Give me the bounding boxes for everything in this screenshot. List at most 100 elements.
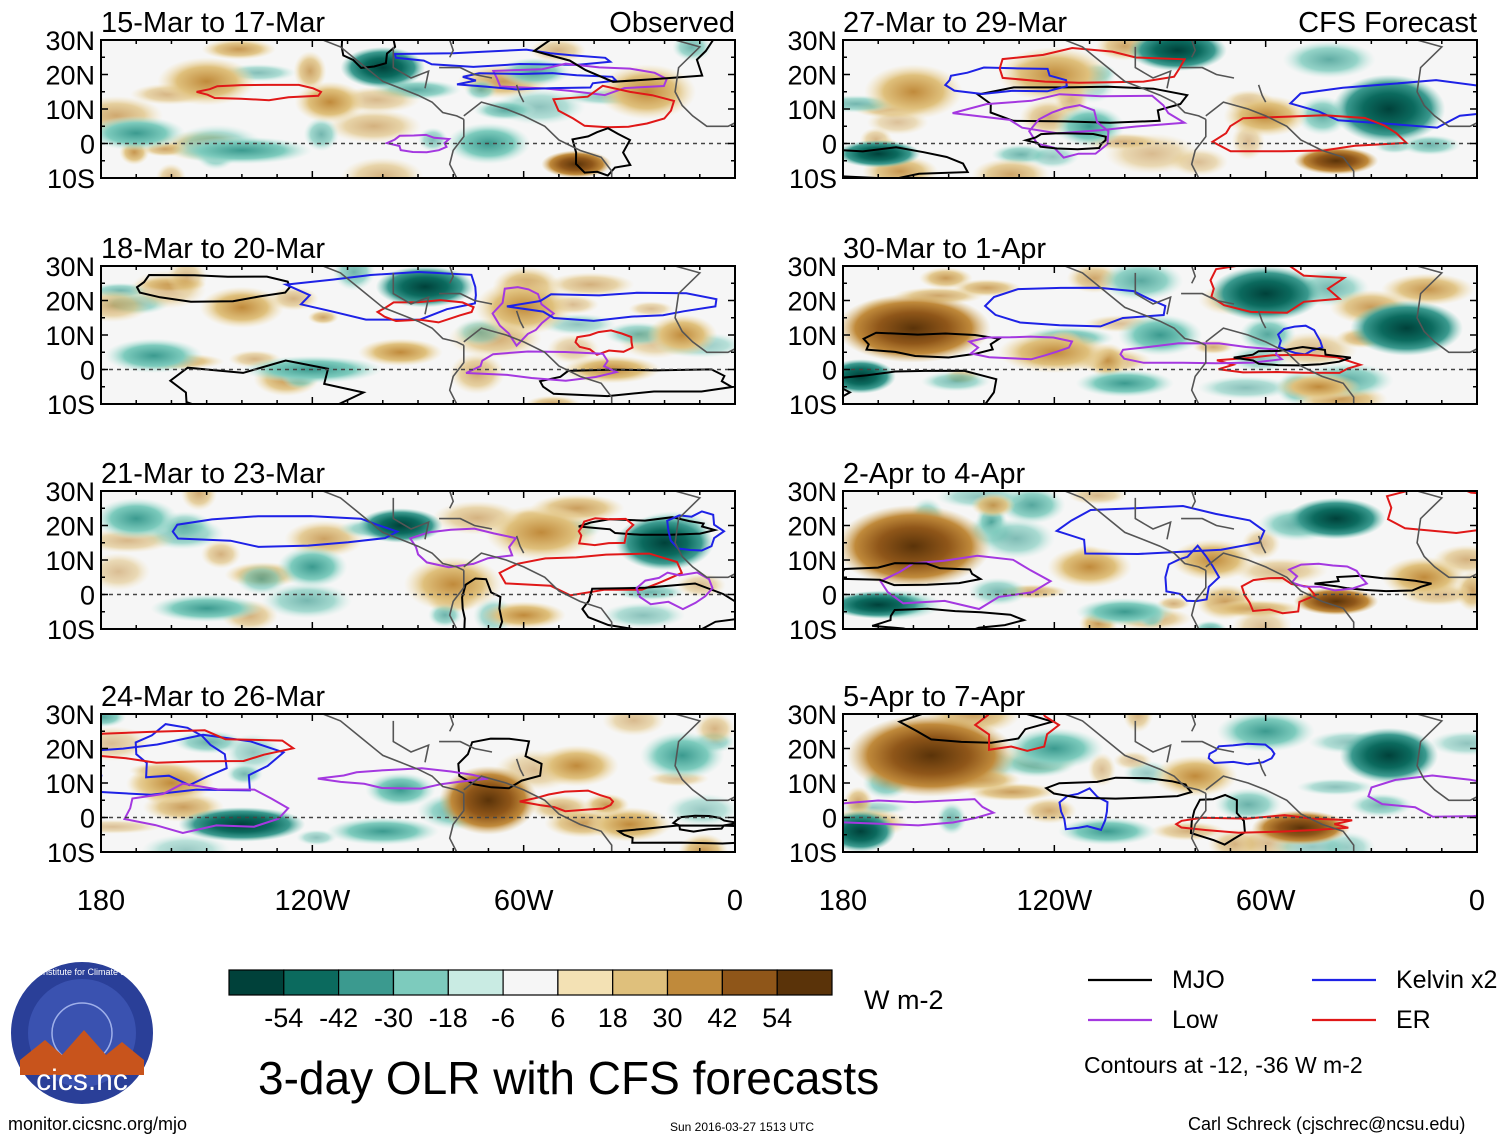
olr-anomaly-blob	[296, 829, 337, 846]
olr-anomaly-blob	[101, 714, 127, 728]
y-tick-label: 0	[822, 804, 837, 834]
olr-anomaly-blob	[1349, 793, 1414, 818]
olr-anomaly-blob	[341, 157, 424, 178]
y-tick-label: 10S	[789, 838, 837, 868]
contour-line	[1385, 491, 1477, 535]
x-tick-label: 60W	[1236, 885, 1296, 917]
coastline	[1134, 720, 1172, 763]
contour-line	[574, 329, 634, 356]
olr-anomaly-blob	[235, 563, 288, 595]
olr-anomaly-feature	[1293, 587, 1379, 616]
contour-line	[843, 798, 997, 827]
olr-anomaly-blob	[601, 602, 686, 629]
coastline	[515, 758, 525, 777]
olr-anomaly-blob	[101, 819, 162, 834]
colorbar-swatch	[283, 969, 340, 996]
contour-line	[861, 331, 1003, 359]
olr-anomaly-feature	[199, 286, 285, 329]
contour-line	[973, 714, 1061, 752]
coastline	[439, 292, 493, 305]
olr-anomaly-feature	[277, 546, 348, 588]
y-tick-label: 10N	[45, 546, 95, 576]
olr-anomaly-feature	[1152, 755, 1238, 797]
olr-anomaly-feature	[534, 745, 619, 787]
panel-type-label: Observed	[609, 7, 735, 39]
contour-line	[196, 83, 323, 102]
coastline	[1190, 40, 1197, 58]
contour-line	[1276, 324, 1324, 356]
olr-anomaly-blob	[920, 371, 991, 392]
olr-anomaly-feature	[843, 359, 896, 394]
coastline	[322, 491, 465, 572]
legend-label: Low	[1172, 1006, 1219, 1034]
contour-line	[134, 723, 228, 787]
y-tick-label: 10S	[47, 390, 95, 420]
coastline	[448, 491, 455, 509]
olr-anomaly-feature	[171, 136, 313, 165]
olr-anomaly-blob	[1282, 40, 1376, 79]
olr-anomaly-blob	[952, 279, 1022, 297]
coastline	[1064, 266, 1207, 347]
contour-line	[1054, 504, 1266, 556]
y-tick-label: 0	[822, 581, 837, 611]
colorbar-swatch	[392, 969, 449, 996]
y-tick-label: 20N	[45, 287, 95, 317]
olr-anomaly-blob	[332, 266, 376, 291]
olr-anomaly-feature	[150, 594, 264, 623]
olr-anomaly-blob	[1231, 607, 1293, 629]
olr-anomaly-feature	[101, 115, 186, 151]
contour-line	[943, 66, 1068, 96]
olr-anomaly-feature	[843, 591, 928, 619]
coastline	[1257, 84, 1267, 103]
contour-line	[552, 84, 676, 129]
colorbar-swatch	[447, 969, 504, 996]
olr-anomaly-feature	[864, 64, 963, 120]
footer-website[interactable]: monitor.cicsnc.org/mjo	[8, 1114, 188, 1134]
colorbar-swatch	[666, 969, 723, 996]
coastline	[1416, 266, 1477, 354]
contour-line	[666, 510, 726, 552]
olr-anomaly-blob	[101, 552, 151, 591]
colorbar-swatch	[612, 969, 669, 996]
contour-line	[1314, 574, 1432, 593]
figure-title: 3-day OLR with CFS forecasts	[258, 1052, 880, 1104]
olr-anomaly-blob	[101, 726, 151, 761]
olr-anomaly-feature	[157, 57, 256, 106]
coastline	[322, 714, 465, 795]
x-tick-label: 60W	[494, 885, 554, 917]
olr-anomaly-feature	[843, 140, 921, 168]
y-tick-label: 10S	[789, 615, 837, 645]
olr-anomaly-blob	[1193, 620, 1228, 629]
olr-anomaly-blob	[1098, 266, 1184, 301]
coastline	[448, 714, 455, 732]
colorbar-tick-label: 42	[707, 1003, 737, 1033]
y-tick-label: 10N	[45, 95, 95, 125]
colorbar-tick-label: -6	[491, 1003, 515, 1033]
contour-line	[966, 335, 1074, 361]
panel-field	[101, 491, 735, 629]
colorbar-swatch	[338, 969, 395, 996]
coastline	[463, 552, 613, 629]
coastline	[1064, 40, 1207, 121]
olr-anomaly-feature	[1381, 556, 1467, 598]
y-tick-label: 10N	[787, 769, 837, 799]
coastline	[1064, 491, 1207, 572]
contour-line	[577, 517, 635, 547]
olr-anomaly-blob	[1239, 316, 1296, 353]
coastline	[463, 327, 613, 404]
contour-line	[1027, 104, 1110, 159]
coastline	[448, 570, 465, 629]
panel-title: 24-Mar to 26-Mar	[101, 681, 325, 713]
contour-note: Contours at -12, -36 W m-2	[1084, 1052, 1363, 1078]
y-tick-label: 10N	[45, 769, 95, 799]
olr-anomaly-blob	[1026, 145, 1079, 169]
panel-field	[101, 266, 735, 404]
coastline	[463, 775, 613, 852]
olr-anomaly-feature	[1047, 546, 1132, 588]
coastline	[1257, 310, 1267, 329]
coastline	[1064, 714, 1207, 795]
olr-anomaly-feature	[358, 338, 443, 367]
y-tick-label: 30N	[45, 700, 95, 730]
olr-anomaly-blob	[418, 127, 448, 152]
y-tick-label: 30N	[45, 477, 95, 507]
